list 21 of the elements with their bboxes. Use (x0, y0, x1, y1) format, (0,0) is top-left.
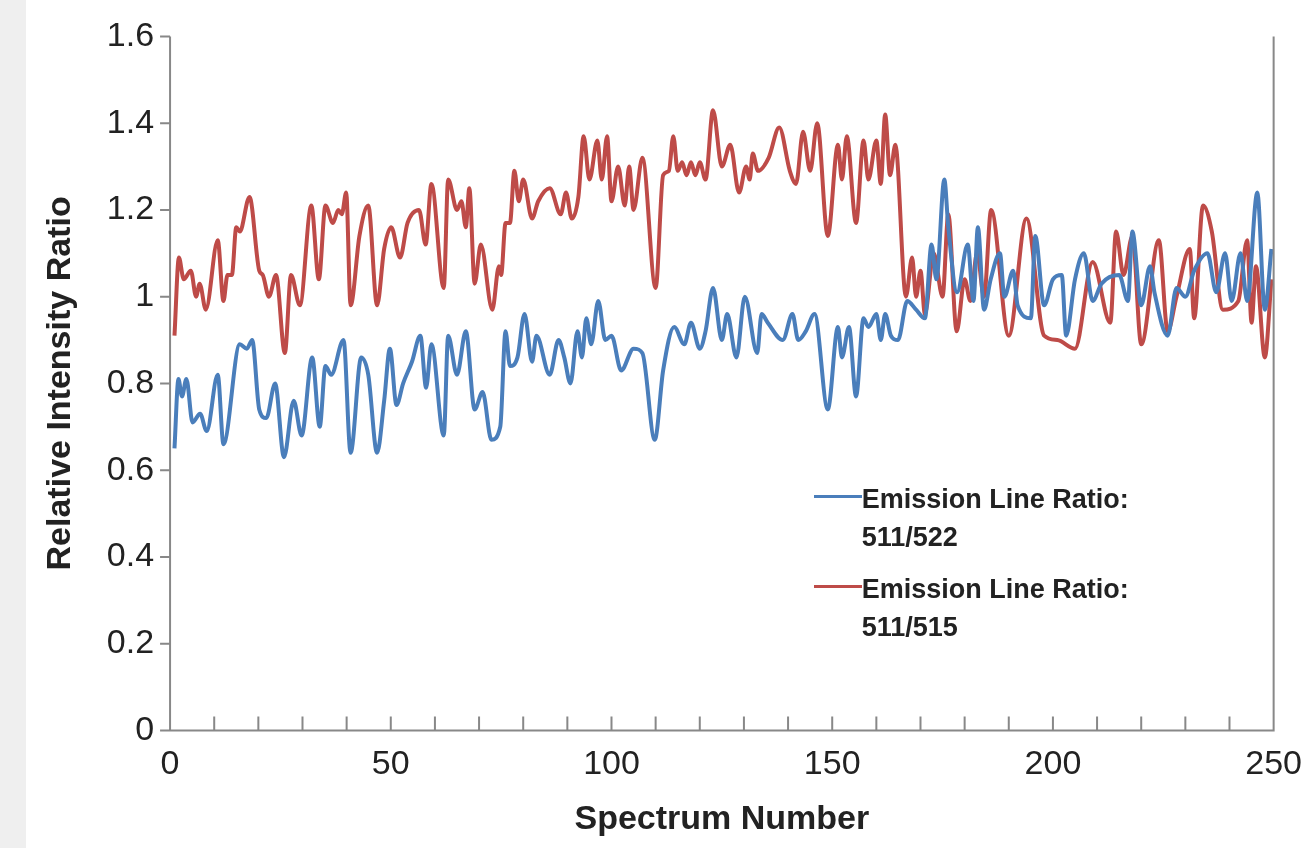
y-tick-label: 0.6 (106, 448, 155, 487)
legend-label: Emission Line Ratio: 511/515 (861, 573, 1130, 645)
y-tick-label: 0.8 (106, 361, 155, 400)
y-tick-label: 0.2 (106, 622, 155, 661)
x-tick-label: 250 (1245, 743, 1302, 782)
y-tick-label: 1.2 (106, 188, 155, 227)
y-axis-title: Relative Intensity Ratio (38, 196, 77, 571)
y-tick-label: 1.4 (106, 101, 155, 140)
y-tick-label: 1 (135, 275, 155, 314)
legend-label: Emission Line Ratio: 511/522 (861, 483, 1130, 555)
x-tick-label: 150 (803, 743, 861, 782)
x-tick-label: 0 (160, 743, 180, 782)
x-tick-label: 200 (1024, 743, 1082, 782)
x-tick-label: 50 (371, 743, 410, 782)
x-axis-title: Spectrum Number (574, 797, 870, 836)
y-tick-label: 0 (135, 708, 155, 747)
y-tick-label: 0.4 (106, 535, 155, 574)
x-tick-label: 100 (583, 743, 640, 782)
line-series (172, 108, 1274, 360)
line-series (172, 177, 1274, 460)
y-tick-label: 1.6 (106, 14, 155, 53)
